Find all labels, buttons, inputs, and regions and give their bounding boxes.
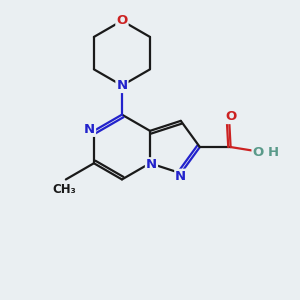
- Text: O: O: [116, 14, 128, 27]
- Text: CH₃: CH₃: [52, 183, 76, 196]
- Text: N: N: [116, 79, 128, 92]
- Text: O: O: [253, 146, 264, 159]
- Text: H: H: [268, 146, 279, 159]
- Text: N: N: [84, 123, 95, 136]
- Text: N: N: [146, 158, 157, 171]
- Text: O: O: [225, 110, 236, 123]
- Text: N: N: [175, 170, 186, 183]
